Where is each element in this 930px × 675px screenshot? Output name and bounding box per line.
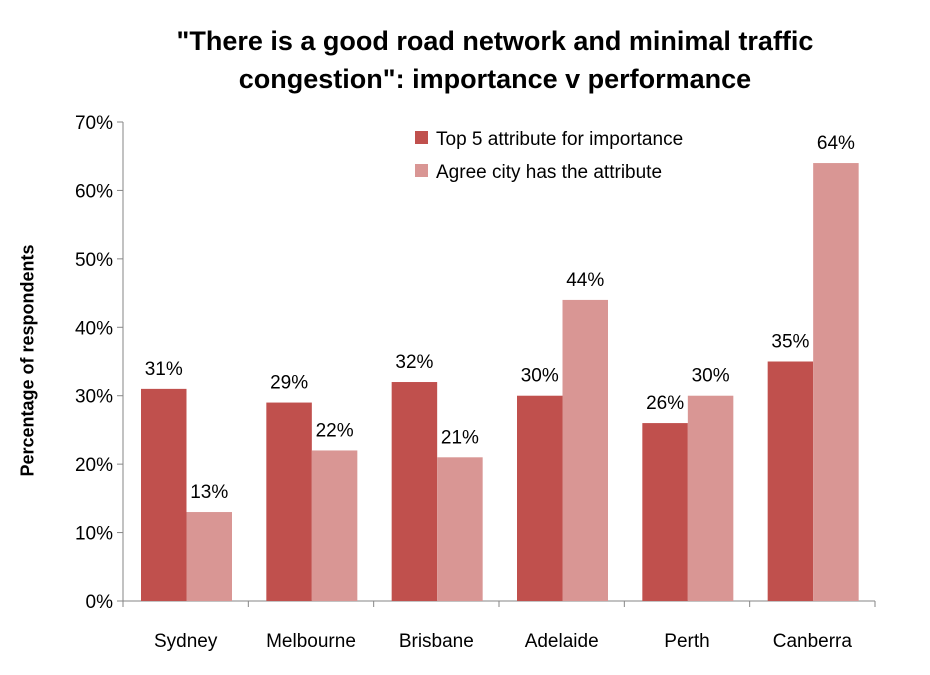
legend-swatch: [415, 131, 428, 144]
bar-agree: [562, 299, 608, 601]
y-tick-label: 50%: [75, 250, 113, 271]
data-label: 13%: [190, 482, 228, 503]
x-tick-label: Canberra: [773, 631, 853, 652]
legend-swatch: [415, 164, 428, 177]
data-label: 21%: [441, 427, 479, 448]
y-tick-label: 60%: [75, 181, 113, 202]
bar-importance: [517, 395, 563, 601]
data-label: 44%: [566, 270, 604, 291]
data-label: 26%: [646, 393, 684, 414]
chart-title: "There is a good road network and minima…: [60, 22, 930, 98]
bar-agree: [813, 163, 859, 602]
bar-importance: [767, 361, 814, 601]
y-tick-label: 20%: [75, 455, 113, 476]
data-label: 22%: [316, 420, 354, 441]
x-tick-label: Brisbane: [399, 631, 474, 652]
bar-importance: [266, 402, 312, 601]
y-tick-label: 70%: [75, 113, 113, 134]
chart-title-line-1: "There is a good road network and minima…: [176, 26, 814, 56]
data-label: 29%: [270, 373, 308, 394]
x-tick-label: Sydney: [154, 631, 218, 652]
data-label: 30%: [521, 366, 559, 387]
bar-agree: [687, 395, 734, 601]
x-tick-label: Melbourne: [266, 631, 356, 652]
data-label: 30%: [692, 366, 730, 387]
bar-importance: [391, 382, 438, 601]
bar-importance: [642, 423, 688, 601]
x-tick-label: Perth: [664, 631, 709, 652]
data-label: 32%: [395, 352, 433, 373]
chart-title-line-2: congestion": importance v performance: [238, 64, 752, 94]
bar-agree: [186, 512, 232, 601]
x-tick-label: Adelaide: [525, 631, 599, 652]
bar-agree: [437, 457, 483, 601]
data-label: 35%: [771, 332, 809, 353]
legend-label: Top 5 attribute for importance: [436, 129, 683, 150]
data-label: 64%: [817, 133, 855, 154]
y-tick-label: 30%: [75, 387, 113, 408]
y-tick-label: 10%: [75, 524, 113, 545]
bar-importance: [141, 388, 187, 601]
bar-agree: [311, 450, 358, 601]
y-tick-label: 40%: [75, 318, 113, 339]
data-label: 31%: [145, 359, 183, 380]
y-tick-label: 0%: [86, 592, 114, 613]
legend-label: Agree city has the attribute: [436, 162, 662, 183]
